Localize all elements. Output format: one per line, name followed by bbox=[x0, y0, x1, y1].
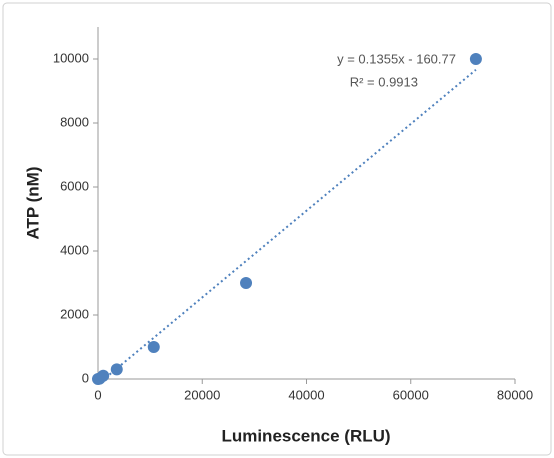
y-tick-label: 2000 bbox=[60, 306, 89, 321]
y-tick-label: 0 bbox=[82, 370, 89, 385]
data-point bbox=[469, 53, 482, 65]
x-tick-label: 20000 bbox=[184, 387, 220, 402]
x-tick-label: 60000 bbox=[393, 387, 429, 402]
data-point bbox=[147, 341, 160, 353]
y-tick-label: 8000 bbox=[60, 114, 89, 129]
trendline bbox=[97, 69, 477, 385]
data-point bbox=[110, 363, 123, 376]
data-point bbox=[97, 369, 110, 382]
x-axis-title: Luminescence (RLU) bbox=[221, 426, 390, 445]
x-tick-label: 40000 bbox=[288, 387, 324, 402]
x-tick-label: 80000 bbox=[497, 387, 533, 402]
y-axis-title: ATP (nM) bbox=[23, 166, 42, 239]
y-tick-label: 6000 bbox=[60, 178, 89, 193]
y-tick-label: 10000 bbox=[53, 50, 89, 65]
data-point bbox=[240, 277, 253, 289]
trendline-equation: y = 0.1355x - 160.77 bbox=[337, 51, 456, 66]
y-tick-label: 4000 bbox=[60, 242, 89, 257]
r-squared: R² = 0.9913 bbox=[350, 74, 418, 89]
x-tick-label: 0 bbox=[94, 387, 101, 402]
